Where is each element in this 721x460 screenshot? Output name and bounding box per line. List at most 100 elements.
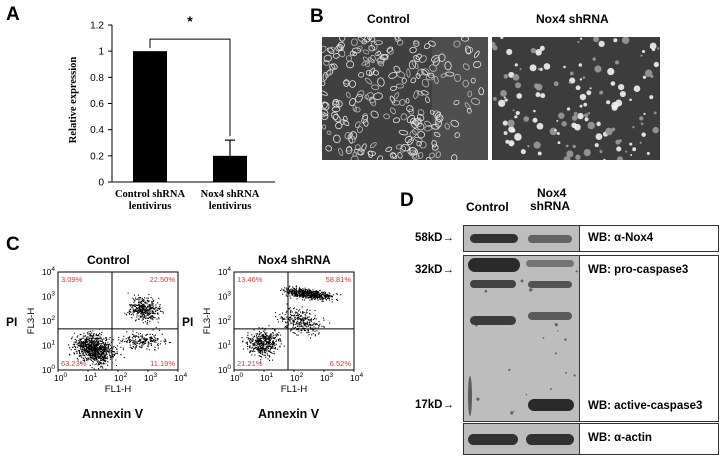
event-dot [134, 297, 137, 299]
cell [323, 59, 330, 66]
event-dot [295, 293, 298, 295]
event-dot [302, 299, 304, 301]
event-dot [150, 339, 152, 341]
event-dot [321, 297, 323, 299]
event-dot [102, 343, 104, 345]
event-dot [134, 348, 137, 350]
event-dot [115, 364, 118, 367]
cell [398, 129, 409, 136]
event-dot [268, 355, 270, 357]
event-dot [107, 345, 109, 347]
event-dot [268, 342, 270, 344]
event-dot [285, 326, 287, 328]
cell [492, 96, 497, 101]
event-dot [297, 328, 299, 330]
event-dot [336, 299, 338, 301]
event-dot [95, 337, 97, 339]
event-dot [98, 353, 100, 355]
event-dot [93, 333, 95, 335]
event-dot [272, 346, 274, 348]
event-dot [314, 293, 316, 295]
event-dot [248, 338, 250, 340]
event-dot [105, 355, 107, 357]
event-dot [262, 330, 264, 332]
event-dot [142, 299, 144, 301]
event-dot [272, 336, 274, 338]
cell [642, 75, 647, 79]
event-dot [88, 348, 90, 351]
cell [357, 90, 365, 98]
x-tick-label: 104 [350, 372, 363, 383]
cell [332, 100, 340, 108]
event-dot [91, 336, 93, 338]
event-dot [132, 314, 135, 316]
cell [392, 117, 401, 124]
event-dot [270, 347, 272, 349]
event-dot [84, 336, 86, 338]
event-dot [262, 327, 264, 329]
event-dot [302, 320, 304, 322]
event-dot [100, 363, 102, 365]
cell [351, 38, 358, 47]
blot-speck [573, 374, 576, 377]
event-dot [79, 343, 81, 345]
event-dot [273, 342, 276, 344]
event-dot [106, 356, 108, 358]
event-dot [152, 329, 154, 331]
event-dot [295, 286, 297, 288]
event-dot [134, 305, 136, 307]
event-dot [146, 322, 149, 324]
event-dot [87, 338, 89, 341]
event-dot [138, 309, 140, 312]
event-dot [91, 352, 93, 354]
event-dot [93, 345, 95, 347]
event-dot [247, 348, 249, 350]
event-dot [299, 318, 301, 320]
wb-box-caspase3: WB: pro-caspase3 WB: active-caspase3 [578, 255, 719, 422]
cell [461, 37, 470, 42]
event-dot [313, 294, 315, 296]
event-dot [103, 360, 105, 362]
event-dot [109, 356, 112, 358]
event-dot [270, 333, 272, 335]
quadrant-percent-ll: 63.23% [61, 359, 87, 368]
event-dot [255, 341, 257, 343]
event-dot [265, 342, 267, 344]
event-dot [88, 337, 90, 339]
event-dot [313, 296, 315, 298]
event-dot [133, 304, 135, 307]
event-dot [310, 323, 312, 326]
event-dot [261, 344, 263, 346]
event-dot [82, 345, 84, 348]
quadrant-percent-ur: 58.81% [326, 275, 352, 284]
event-dot [313, 294, 316, 297]
event-dot [105, 353, 108, 355]
cell [646, 151, 650, 155]
event-dot [149, 337, 151, 339]
event-dot [254, 339, 257, 341]
event-dot [276, 318, 279, 321]
event-dot [134, 300, 136, 302]
event-dot [77, 342, 79, 345]
cell [386, 46, 394, 53]
event-dot [90, 359, 92, 361]
panel-label-c: C [6, 234, 20, 255]
event-dot [269, 345, 271, 347]
event-dot [104, 343, 106, 346]
cell [470, 77, 476, 84]
blot-speck [575, 270, 578, 273]
event-dot [89, 355, 91, 357]
event-dot [152, 302, 154, 305]
event-dot [150, 318, 152, 320]
event-dot [129, 338, 131, 341]
event-dot [141, 304, 144, 306]
event-dot [142, 317, 144, 319]
event-dot [140, 309, 142, 311]
event-dot [86, 350, 88, 352]
event-dot [84, 335, 86, 337]
event-dot [77, 346, 79, 348]
cell [503, 131, 508, 135]
event-dot [69, 347, 71, 349]
event-dot [128, 336, 131, 338]
event-dot [300, 332, 302, 334]
